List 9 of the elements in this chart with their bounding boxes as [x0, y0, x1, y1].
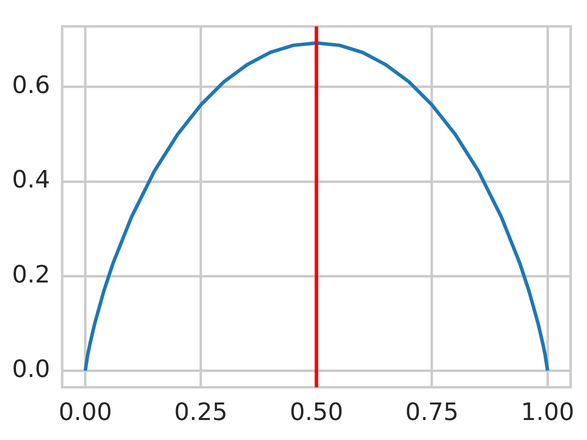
x-tick-label: 0.50: [290, 398, 344, 426]
y-tick-label: 0.6: [12, 71, 50, 100]
x-tick-label: 0.75: [405, 398, 459, 426]
x-tick-label: 0.25: [174, 398, 228, 426]
y-tick-label: 0.2: [12, 260, 50, 288]
x-tick-label: 1.00: [520, 398, 574, 426]
y-tick-label: 0.4: [12, 166, 50, 194]
x-tick-label: 0.00: [58, 398, 112, 426]
y-tick-label: 0.0: [12, 354, 50, 383]
